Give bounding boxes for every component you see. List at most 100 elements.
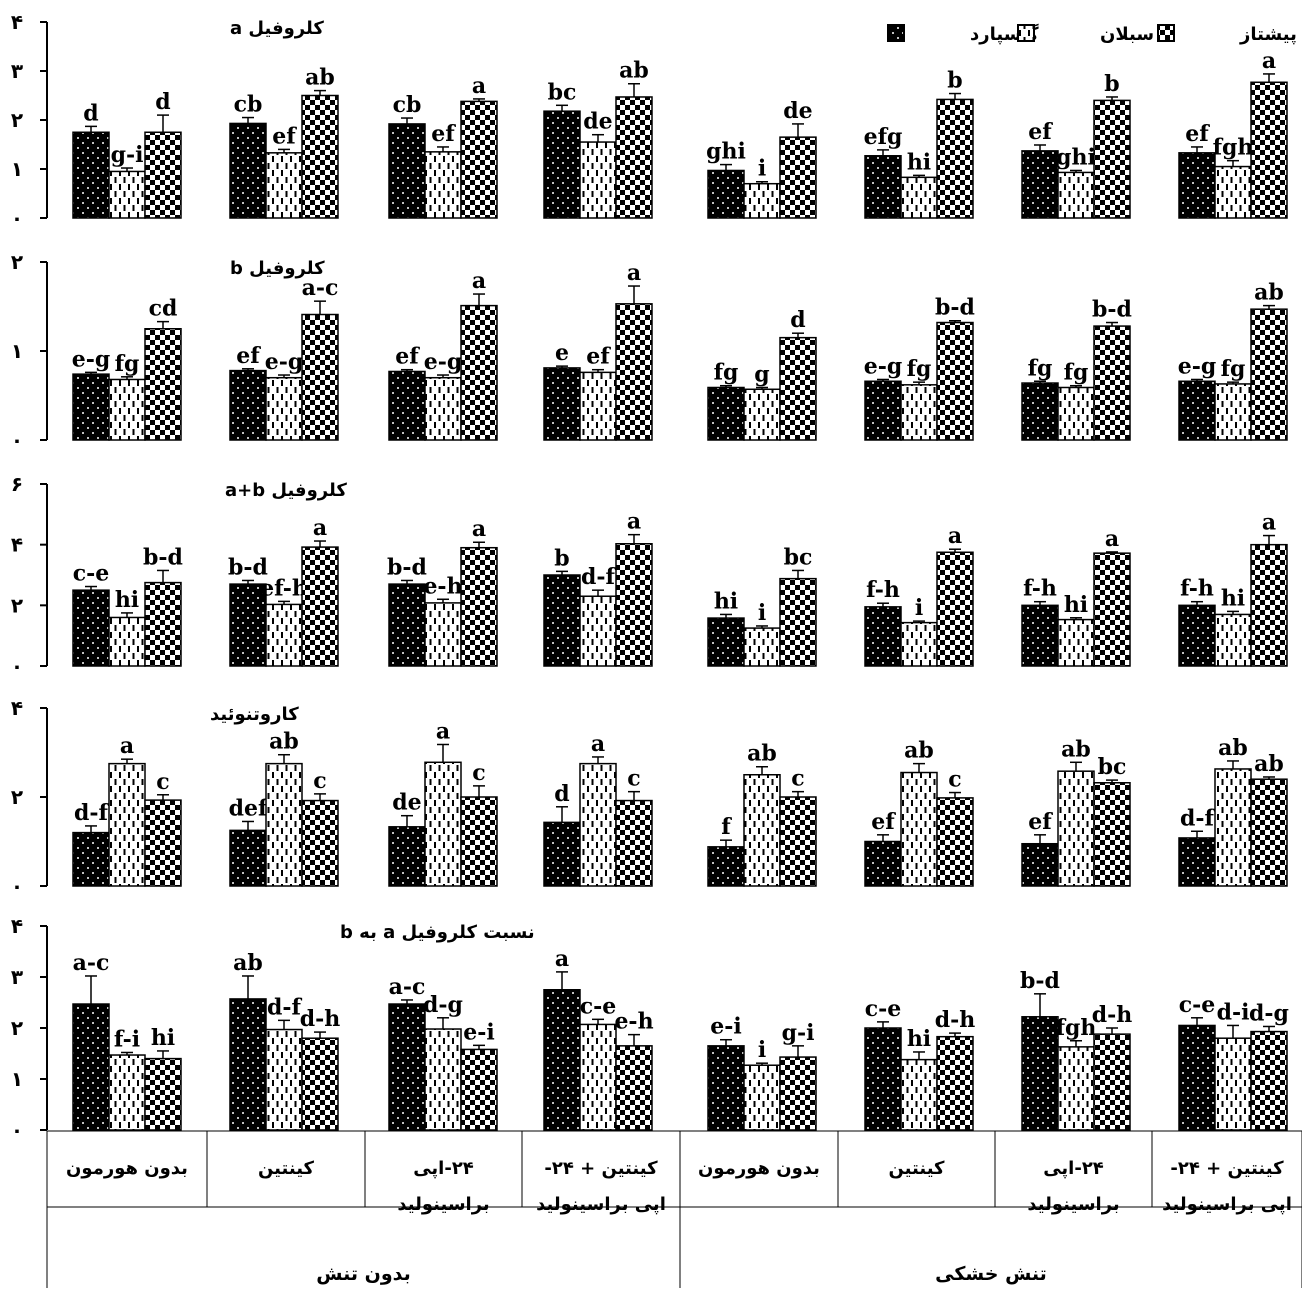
bar-sabalan: [743, 182, 781, 219]
significance-letter: ab: [1254, 280, 1284, 306]
legend-swatch: [1157, 24, 1175, 42]
significance-letter: d-f: [581, 564, 617, 590]
significance-letter: i: [915, 595, 923, 621]
significance-letter: ab: [619, 58, 649, 84]
significance-letter: d: [155, 89, 170, 115]
legend-swatch: [1017, 24, 1035, 42]
bar-sabalan: [424, 602, 462, 667]
bar-pishtaz: [1250, 81, 1288, 219]
y-tick-label: ۰: [11, 654, 23, 678]
bar-pishtaz: [615, 1045, 653, 1131]
bar-pishtaz: [779, 577, 817, 667]
bar-gaspard: [864, 1027, 902, 1131]
bar-sabalan: [108, 170, 146, 219]
bar-pishtaz: [144, 131, 182, 219]
bar-gaspard: [229, 998, 267, 1131]
bar-pishtaz: [144, 799, 182, 887]
bar-sabalan: [265, 152, 303, 219]
category-label: براسینولید: [397, 1194, 489, 1215]
significance-letter: ef: [431, 121, 456, 147]
panel-title: کلروفیل a+b: [225, 480, 347, 501]
significance-letter: a: [436, 718, 450, 744]
significance-letter: de: [783, 98, 812, 124]
bar-sabalan: [424, 1028, 462, 1131]
bar-sabalan: [265, 603, 303, 667]
bar-gaspard: [1178, 837, 1216, 887]
bar-pishtaz: [779, 336, 817, 441]
panel-title: کلروفیل a: [230, 18, 324, 39]
significance-letter: d-h: [300, 1006, 341, 1032]
significance-letter: e-i: [710, 1014, 742, 1040]
bar-gaspard: [1021, 382, 1059, 441]
significance-letter: e-h: [614, 1009, 653, 1035]
significance-letter: c: [627, 766, 640, 792]
significance-letter: e-g: [864, 353, 903, 379]
significance-letter: fgh: [1213, 135, 1254, 161]
significance-letter: ab: [305, 65, 335, 91]
bar-gaspard: [72, 373, 110, 441]
bar-sabalan: [1057, 386, 1095, 441]
significance-letter: b: [947, 68, 962, 94]
bar-gaspard: [707, 169, 745, 219]
bar-pishtaz: [460, 304, 498, 441]
significance-letter: c: [156, 769, 169, 795]
bar-gaspard: [864, 380, 902, 441]
significance-letter: fg: [115, 351, 140, 377]
bar-gaspard: [1021, 604, 1059, 667]
category-label: اپی براسینولید: [1162, 1194, 1292, 1215]
bar-sabalan: [1057, 770, 1095, 887]
significance-letter: hi: [115, 587, 139, 613]
y-tick-label: ۰: [11, 206, 23, 230]
bar-gaspard: [229, 369, 267, 441]
significance-letter: cb: [393, 92, 422, 118]
y-tick-label: ۰: [11, 428, 23, 452]
significance-letter: e: [555, 340, 569, 366]
bar-pishtaz: [1250, 543, 1288, 667]
group-label: بدون تنش: [316, 1263, 411, 1285]
bar-sabalan: [265, 762, 303, 887]
significance-letter: a: [1105, 526, 1119, 552]
bar-pishtaz: [936, 98, 974, 219]
significance-letter: ef: [395, 344, 420, 370]
significance-letter: hi: [714, 588, 738, 614]
bar-pishtaz: [144, 328, 182, 441]
bar-gaspard: [72, 131, 110, 219]
category-label: ۲۴-اپی: [1043, 1158, 1104, 1179]
bar-sabalan: [265, 376, 303, 441]
category-label: کینتین + ۲۴-: [544, 1158, 658, 1179]
legend-label: سبلان: [1100, 24, 1154, 45]
significance-letter: ab: [269, 729, 299, 755]
panel-4: ۰۲۴ کاروتنوئیدd-facdefabcdeacdacfabcefabc…: [11, 696, 1288, 898]
chart-legend: گاسپارد سبلان پیشتاز: [887, 23, 1297, 45]
bar-gaspard: [1178, 152, 1216, 219]
bar-pishtaz: [779, 796, 817, 887]
significance-letter: a-c: [389, 974, 426, 1000]
bar-sabalan: [424, 151, 462, 219]
bar-gaspard: [707, 617, 745, 667]
bar-gaspard: [707, 846, 745, 887]
bar-gaspard: [229, 122, 267, 219]
bar-sabalan: [424, 761, 462, 887]
significance-letter: b-d: [387, 554, 427, 580]
significance-letter: hi: [907, 1026, 931, 1052]
y-tick-label: ۱: [11, 339, 23, 363]
significance-letter: hi: [151, 1025, 175, 1051]
bar-pishtaz: [1093, 1033, 1131, 1131]
bar-sabalan: [743, 388, 781, 441]
bar-pishtaz: [1093, 782, 1131, 887]
significance-letter: d-g: [423, 992, 463, 1018]
bar-gaspard: [72, 831, 110, 887]
bar-pishtaz: [936, 551, 974, 667]
significance-letter: de: [392, 790, 421, 816]
bar-gaspard: [707, 386, 745, 441]
significance-letter: de: [583, 109, 612, 135]
panel-title: نسبت کلروفیل a به b: [340, 922, 535, 943]
significance-letter: cd: [149, 296, 178, 322]
bar-sabalan: [108, 762, 146, 887]
bar-pishtaz: [1093, 552, 1131, 667]
significance-letter: c-e: [865, 996, 902, 1022]
bar-pishtaz: [301, 1037, 339, 1131]
significance-letter: cb: [234, 92, 263, 118]
significance-letter: hi: [1064, 592, 1088, 618]
